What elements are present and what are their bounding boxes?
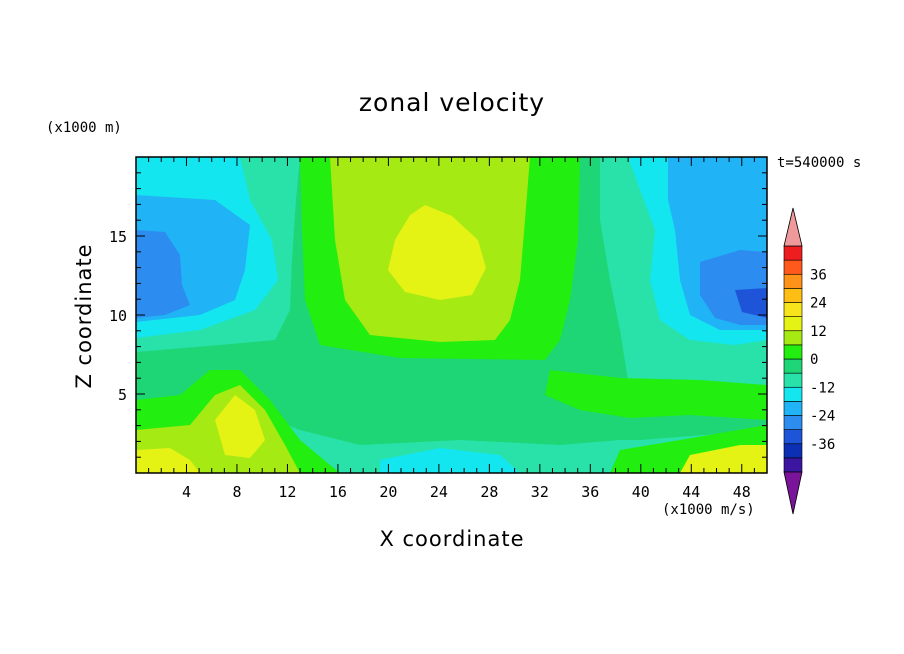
right-greenband xyxy=(545,370,767,420)
x-tick-label: 40 xyxy=(632,483,650,501)
colorbar-bin xyxy=(783,316,803,332)
x-unit-label: (x1000 m/s) xyxy=(662,502,755,518)
x-tick-label: 4 xyxy=(182,483,191,501)
colorbar-tick-label: 24 xyxy=(810,296,827,312)
x-tick-label: 8 xyxy=(232,483,241,501)
colorbar-tick-label: -36 xyxy=(810,437,835,453)
z-unit-label: (x1000 m) xyxy=(46,120,122,136)
y-ticks: 5 10 15 xyxy=(109,172,767,458)
x-tick-label: 20 xyxy=(379,483,397,501)
y-tick-label: 15 xyxy=(109,228,127,246)
y-tick-label: 5 xyxy=(118,386,127,404)
right-bottom-yellow xyxy=(680,445,767,473)
colorbar-extend-bottom xyxy=(783,471,803,515)
colorbar-bin xyxy=(783,245,803,261)
colorbar-tick-label: -24 xyxy=(810,409,835,425)
x-ticks: 4 8 12 16 20 24 28 32 36 40 44 48 xyxy=(148,157,755,501)
colorbar-bin xyxy=(783,259,803,275)
x-tick-label: 44 xyxy=(682,483,700,501)
x-tick-label: 16 xyxy=(329,483,347,501)
colorbar-bin xyxy=(783,330,803,346)
x-tick-label: 24 xyxy=(430,483,448,501)
colorbar-extend-top xyxy=(783,207,803,247)
colorbar-bin xyxy=(783,344,803,360)
colorbar-tick-label: 36 xyxy=(810,267,827,283)
x-axis-label: X coordinate xyxy=(379,527,525,551)
contour-field xyxy=(136,157,767,473)
colorbar-bin xyxy=(783,273,803,289)
colorbar-bin xyxy=(783,358,803,374)
colorbar-tick-label: 0 xyxy=(810,352,818,368)
x-tick-label: 28 xyxy=(480,483,498,501)
colorbar-bin xyxy=(783,443,803,459)
x-tick-label: 48 xyxy=(733,483,751,501)
left-bottom-yellow xyxy=(136,448,200,473)
left-blue xyxy=(136,230,190,318)
bottom-lightblue xyxy=(380,448,520,473)
colorbar-bin xyxy=(783,429,803,445)
right-blue-dark xyxy=(735,288,767,318)
time-label: t=540000 s xyxy=(777,155,862,171)
x-tick-label: 36 xyxy=(581,483,599,501)
colorbar-bin xyxy=(783,457,803,473)
colorbar-bin xyxy=(783,372,803,388)
colorbar-bin xyxy=(783,415,803,430)
colorbar-bin xyxy=(783,401,803,416)
left-mid-yellow xyxy=(215,395,265,458)
colorbar-bin xyxy=(783,288,803,303)
x-tick-label: 12 xyxy=(278,483,296,501)
colorbar-tick-label: 12 xyxy=(810,324,827,340)
colorbar-bin xyxy=(783,386,803,402)
chart-title: zonal velocity xyxy=(358,88,546,117)
x-tick-label: 32 xyxy=(531,483,549,501)
colorbar-bin xyxy=(783,302,803,317)
mid-yellow xyxy=(388,205,486,300)
colorbar-tick-label: -12 xyxy=(810,380,835,396)
y-tick-label: 10 xyxy=(109,307,127,325)
colorbar: -36 -24 -12 0 12 24 36 xyxy=(783,207,835,515)
